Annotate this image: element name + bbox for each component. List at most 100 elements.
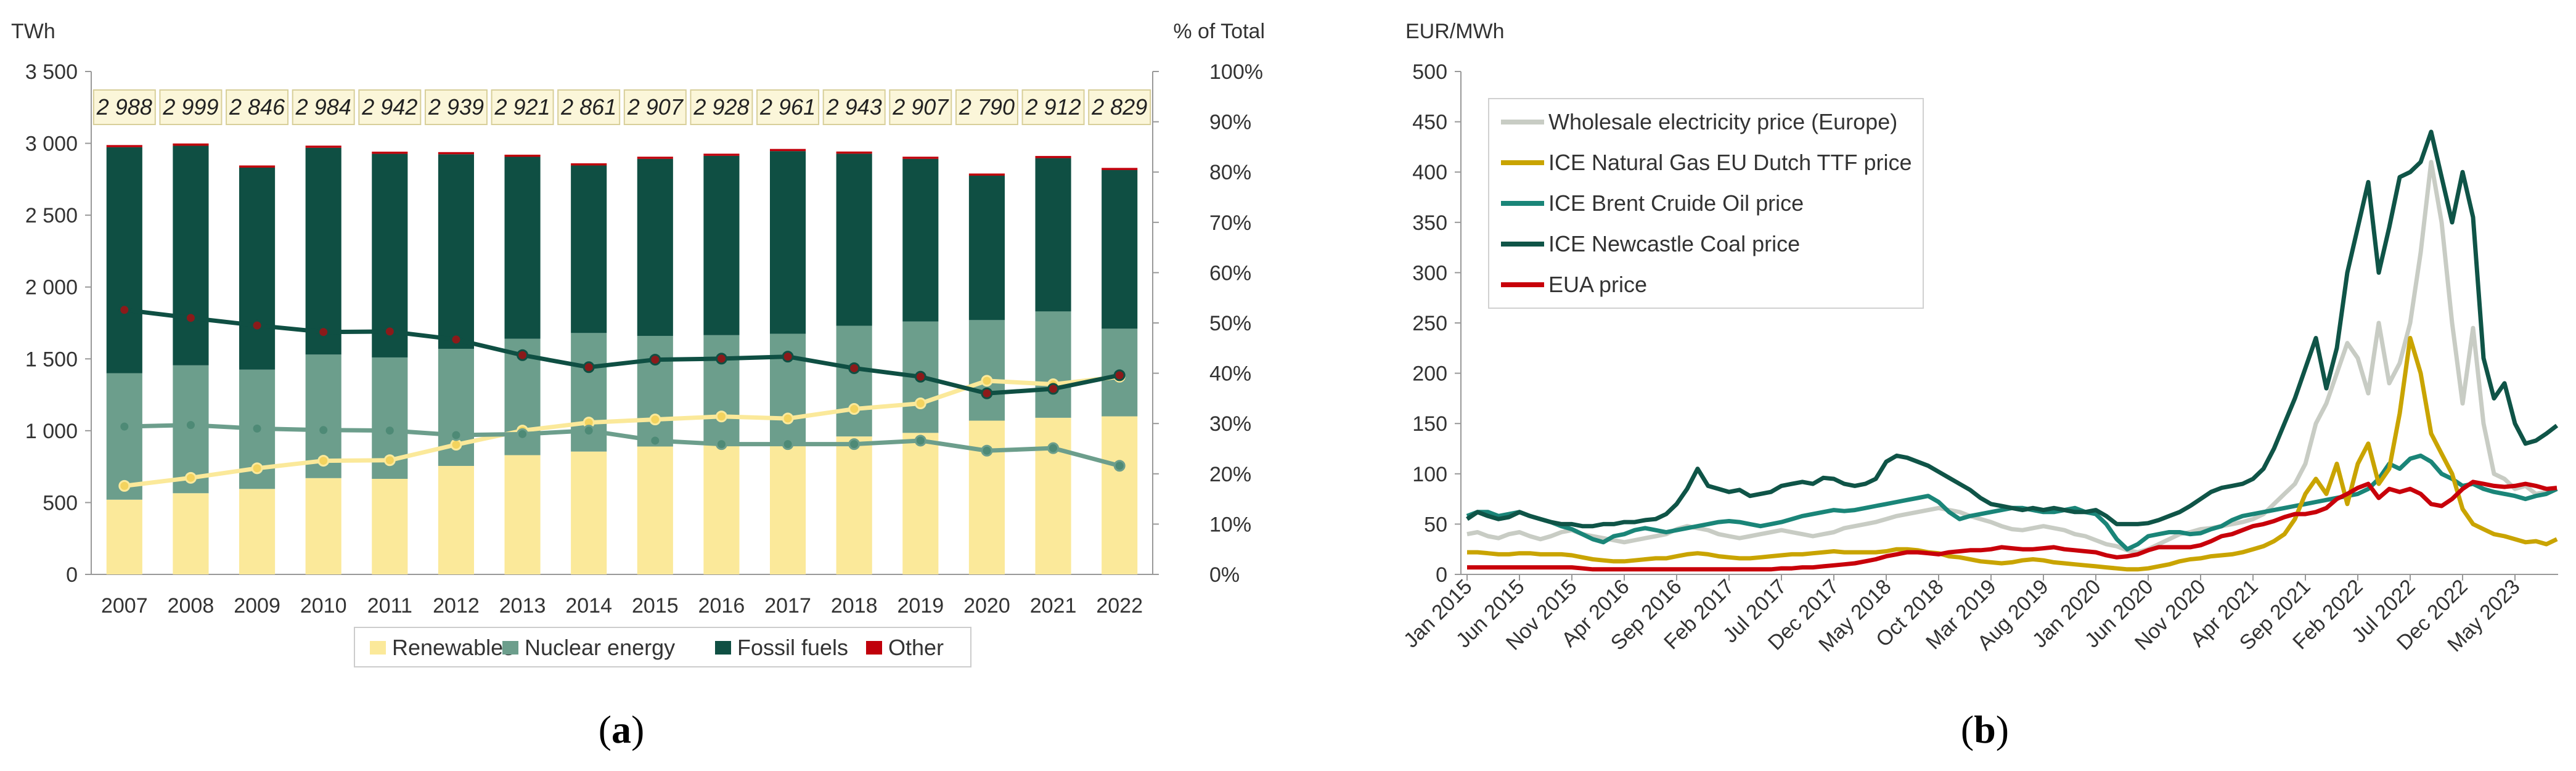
bar-other-2012 [438,152,474,155]
y-tick-label: 2 000 [25,276,78,300]
y-tick-label-b: 500 [1412,60,1447,84]
share-point-2-2019 [914,370,926,383]
y2-tick-label: 100% [1209,60,1263,84]
bar-fossil-fuels-2011 [372,153,408,357]
share-point-0-2012 [450,438,462,451]
y-tick-label: 2 500 [25,204,78,227]
total-label-box [623,89,687,125]
x-tick-label: 2022 [1096,594,1143,618]
y2-tick-label: 70% [1209,211,1251,235]
legend-label: Renewables [392,635,514,660]
bar-renewables-2019 [902,433,939,574]
share-point-1-2016 [715,438,727,451]
bar-other-2010 [305,145,341,148]
bar-nuclear-energy-2007 [106,373,142,500]
bar-fossil-fuels-2020 [968,176,1005,320]
y-tick-label-b: 150 [1412,412,1447,436]
bar-fossil-fuels-2013 [504,157,541,339]
bar-other-2014 [571,163,607,166]
share-point-1-2011 [383,425,396,437]
x-tick-label: 2016 [698,594,745,618]
share-point-2-2007 [118,304,131,316]
share-point-1-2019 [914,434,926,447]
bar-renewables-2021 [1035,417,1071,574]
total-data-label: 2 939 [428,94,484,120]
share-point-0-2011 [383,454,396,467]
y2-tick-label: 0% [1209,563,1240,587]
share-point-2-2009 [251,319,263,332]
y-tick-label-b: 250 [1412,312,1447,335]
total-data-label: 2 907 [627,94,684,120]
legend-label: Other [888,635,944,660]
x-tick-label: 2014 [565,594,612,618]
price-line-eua-price [1467,479,2558,572]
bar-renewables-2020 [968,420,1005,574]
bar-fossil-fuels-2012 [438,154,474,349]
bar-other-2016 [703,153,740,156]
x-tick-label: 2015 [632,594,679,618]
share-point-2-2022 [1113,369,1126,381]
bar-fossil-fuels-2022 [1102,169,1138,329]
legend-b-label: ICE Brent Cruide Oil price [1548,190,1804,216]
total-data-label: 2 943 [826,94,882,120]
share-point-2-2015 [649,354,661,366]
total-data-label: 2 846 [229,94,285,120]
total-data-label: 2 988 [96,94,152,120]
share-point-0-2019 [914,398,926,410]
share-point-1-2017 [782,438,794,451]
share-point-2-2021 [1047,383,1060,395]
bar-fossil-fuels-2018 [836,153,872,326]
y-tick-label-b: 450 [1412,111,1447,134]
panel-b-price-chart: EUR/MWh050100150200250300350400450500Jan… [1399,20,2559,751]
bar-fossil-fuels-2009 [239,167,276,370]
x-tick-label: 2017 [764,594,811,618]
caption-a-open: ( [599,708,611,751]
share-line-2 [124,308,1120,396]
bar-renewables-2016 [703,443,740,574]
y-tick-label-b: 300 [1412,261,1447,285]
x-tick-label: 2013 [499,594,546,618]
legend-swatch-0 [370,641,386,655]
y2-tick-label: 50% [1209,312,1251,335]
legend-label: Fossil fuels [737,635,848,660]
share-point-0-2020 [981,375,993,387]
bar-fossil-fuels-2021 [1035,158,1071,312]
caption-b-close: ) [1996,708,2009,751]
bar-other-2011 [372,152,408,154]
x-tick-label: 2008 [168,594,215,618]
y-tick-label-b: 50 [1424,513,1447,536]
bar-other-2020 [968,173,1005,176]
y-tick-label-b: 200 [1412,362,1447,386]
share-point-0-2017 [782,412,794,425]
share-point-2-2013 [517,349,529,361]
bar-other-2008 [173,143,209,146]
y2-tick-label: 60% [1209,261,1251,285]
y-tick-label: 3 000 [25,133,78,156]
total-label-box [822,89,886,125]
share-point-1-2018 [848,438,861,451]
share-point-2-2008 [184,312,197,324]
legend-swatch-3 [866,641,882,655]
share-point-1-2022 [1113,460,1126,472]
bar-renewables-2008 [173,493,209,574]
share-point-1-2007 [118,420,131,433]
share-point-0-2015 [649,414,661,426]
bar-fossil-fuels-2017 [770,151,806,334]
y-tick-label: 3 500 [25,60,78,84]
share-point-2-2020 [981,387,993,399]
legend-b-label: ICE Natural Gas EU Dutch TTF price [1548,150,1912,175]
y2-tick-label: 10% [1209,513,1251,536]
total-label-box [557,89,621,125]
bar-nuclear-energy-2018 [836,325,872,437]
bar-nuclear-energy-2020 [968,320,1005,421]
caption-a-close: ) [631,708,644,751]
legend-a: Renewables Nuclear energy Fossil fuels Othe… [354,627,971,667]
total-data-label: 2 861 [560,94,616,120]
bar-other-2019 [902,157,939,159]
caption-a-letter: a [611,708,631,751]
price-line-wholesale-electricity-price-europe- [1466,160,2558,555]
total-data-label: 2 829 [1091,94,1147,120]
total-label-box [889,89,952,125]
total-label-box [1088,89,1151,125]
total-label-box [491,89,554,125]
